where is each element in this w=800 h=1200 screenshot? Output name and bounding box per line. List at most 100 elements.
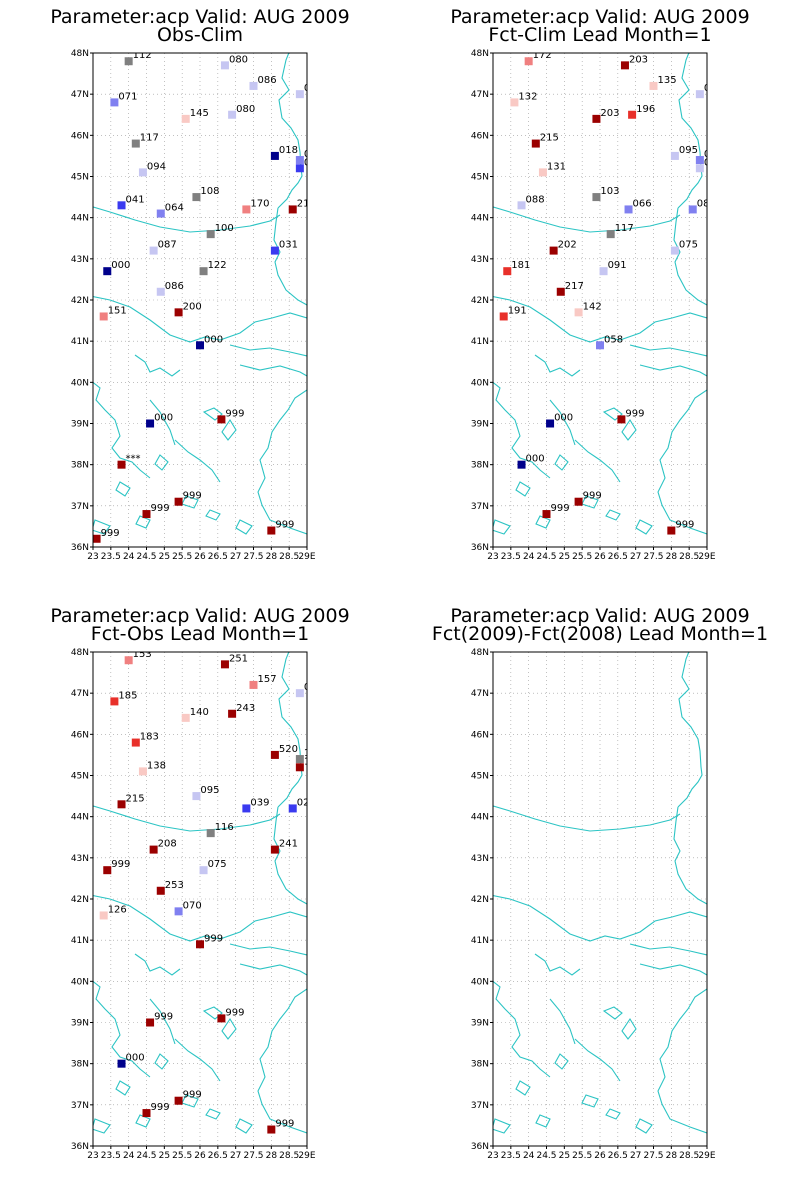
station-marker xyxy=(124,656,133,665)
station-label: 200 xyxy=(183,301,202,312)
y-tick-label: 36N xyxy=(471,543,489,553)
station-marker xyxy=(295,156,304,165)
station-label: 063 xyxy=(304,149,323,160)
station-label: 070 xyxy=(183,900,202,911)
station-label: 172 xyxy=(533,50,552,61)
y-tick-label: 41N xyxy=(471,936,489,946)
panel-subtitle: Obs-Clim xyxy=(157,24,243,46)
station-label: 026 xyxy=(304,157,323,168)
y-tick-label: 44N xyxy=(471,813,489,823)
station-label: 095 xyxy=(200,785,219,796)
x-tick-label: 26 xyxy=(594,552,606,562)
station-marker xyxy=(199,267,208,276)
y-tick-label: 39N xyxy=(471,1019,489,1029)
x-tick-label: 23 xyxy=(487,552,498,562)
y-tick-label: 44N xyxy=(471,214,489,224)
station-label: 999 xyxy=(183,1090,202,1101)
y-tick-label: 48N xyxy=(71,49,89,59)
station-marker xyxy=(93,534,101,543)
station-label: 000 xyxy=(154,413,173,424)
station-marker xyxy=(574,308,583,317)
station-marker xyxy=(149,845,158,854)
y-tick-label: 43N xyxy=(71,854,89,864)
x-tick-label: 24 xyxy=(523,552,535,562)
y-tick-label: 44N xyxy=(71,214,89,224)
x-tick-label: 24.5 xyxy=(536,1151,556,1161)
x-tick-label: 26.5 xyxy=(608,1151,628,1161)
station-marker xyxy=(524,57,533,66)
station-label: 131 xyxy=(547,161,566,172)
station-marker xyxy=(556,287,565,296)
grid-lines xyxy=(93,652,307,1146)
y-tick-label: 43N xyxy=(71,255,89,265)
y-tick-label: 43N xyxy=(471,255,489,265)
station-label: 999 xyxy=(275,1119,294,1130)
station-marker xyxy=(199,866,208,875)
station-marker xyxy=(288,205,297,214)
station-label: 251 xyxy=(229,653,248,664)
station-marker xyxy=(592,193,601,202)
x-tick-label: 28 xyxy=(266,1151,278,1161)
station-marker xyxy=(517,460,526,469)
station-marker xyxy=(295,763,304,772)
x-tick-label: 27.5 xyxy=(243,1151,263,1161)
panel-title: Parameter:acp Valid: AUG 2009 xyxy=(50,605,349,627)
station-label: 999 xyxy=(675,520,694,531)
map-panel-4: Parameter:acp Valid: AUG 2009Fct(2009)-F… xyxy=(432,605,768,1161)
y-tick-label: 48N xyxy=(471,49,489,59)
station-label: 999 xyxy=(183,491,202,502)
y-tick-label: 45N xyxy=(471,173,489,183)
x-tick-label: 25.5 xyxy=(572,1151,592,1161)
x-tick-label: 26 xyxy=(194,552,206,562)
station-label: 241 xyxy=(279,839,298,850)
station-marker xyxy=(695,90,704,99)
station-marker xyxy=(249,680,258,689)
station-marker xyxy=(499,312,508,321)
y-tick-label: 36N xyxy=(71,1142,89,1152)
station-label: 999 xyxy=(583,491,602,502)
station-marker xyxy=(196,940,204,949)
station-marker xyxy=(688,205,697,214)
station-label: 086 xyxy=(165,281,184,292)
station-marker xyxy=(156,209,165,218)
station-marker xyxy=(695,164,704,173)
station-marker xyxy=(228,110,237,119)
y-tick-label: 45N xyxy=(71,772,89,782)
panel-title: Parameter:acp Valid: AUG 2009 xyxy=(450,605,749,627)
y-tick-label: 47N xyxy=(71,90,89,100)
station-marker xyxy=(192,193,201,202)
x-tick-label: 25 xyxy=(559,1151,570,1161)
x-tick-label: 26.5 xyxy=(608,552,628,562)
y-tick-label: 47N xyxy=(471,90,489,100)
station-label: 064 xyxy=(165,203,184,214)
station-marker xyxy=(220,660,229,669)
y-tick-label: 45N xyxy=(471,772,489,782)
station-marker xyxy=(295,755,304,764)
x-tick-label: 25.5 xyxy=(172,552,192,562)
station-label: 999 xyxy=(225,1007,244,1018)
station-marker xyxy=(146,1018,155,1027)
x-tick-label: 28 xyxy=(666,1151,678,1161)
station-label: 183 xyxy=(140,732,159,743)
station-marker xyxy=(138,767,147,776)
station-marker xyxy=(156,287,165,296)
station-marker xyxy=(549,246,558,255)
station-marker xyxy=(649,81,658,90)
station-marker xyxy=(624,205,633,214)
station-marker xyxy=(620,61,629,70)
station-label: *** xyxy=(126,454,141,465)
station-label: 196 xyxy=(636,104,655,115)
station-label: 088 xyxy=(304,682,323,693)
station-marker xyxy=(574,497,583,506)
station-label: 039 xyxy=(250,797,269,808)
x-tick-label: 24.5 xyxy=(136,552,156,562)
y-tick-label: 40N xyxy=(71,378,89,388)
station-marker xyxy=(249,81,258,90)
x-tick-label: 27 xyxy=(230,552,241,562)
y-tick-label: 38N xyxy=(471,1060,489,1070)
station-marker xyxy=(670,151,679,160)
station-marker xyxy=(531,139,540,148)
x-tick-label: 28 xyxy=(266,552,278,562)
station-label: 000 xyxy=(526,454,545,465)
station-label: 000 xyxy=(126,1053,145,1064)
